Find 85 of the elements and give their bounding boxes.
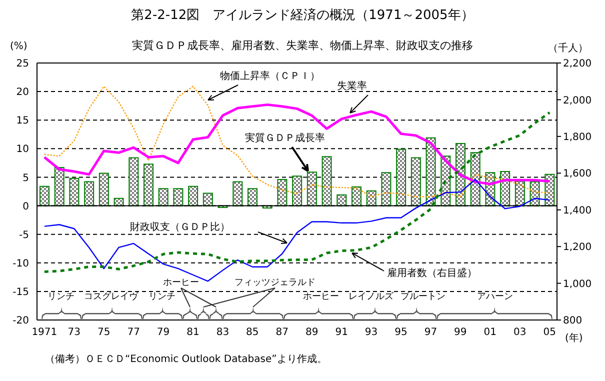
annotation: コスグレイヴ bbox=[84, 291, 139, 302]
series-label: 財政収支（ＧＤＰ比） bbox=[130, 221, 230, 233]
bar bbox=[366, 190, 376, 206]
bar bbox=[514, 180, 525, 206]
bar bbox=[98, 172, 109, 206]
x-tick-label: 85 bbox=[246, 327, 259, 338]
bar bbox=[54, 167, 64, 206]
y-axis-title: (%) bbox=[10, 41, 28, 52]
x-tick-label: 89 bbox=[305, 327, 318, 338]
y2-tick-label: 2,000 bbox=[563, 95, 592, 106]
y2-tick-label: 1,000 bbox=[563, 278, 592, 290]
x-tick-label: 75 bbox=[97, 327, 110, 338]
annotation: アハーン bbox=[477, 292, 513, 302]
x-tick-label: 93 bbox=[364, 327, 378, 338]
bar bbox=[114, 198, 124, 206]
annotation: リンチ bbox=[148, 292, 176, 302]
x-tick-label: 03 bbox=[513, 327, 526, 338]
series-label: 実質ＧＤＰ成長率 bbox=[245, 132, 325, 144]
text: （備考）ＯＥＣＤ“Economic Outlook Database”より作成。 bbox=[45, 352, 327, 366]
text: 物価上昇率（ＣＰＩ） bbox=[220, 70, 320, 82]
annotation: リンチ bbox=[48, 292, 74, 302]
y-tick-label: 20 bbox=[16, 87, 29, 98]
annotation: ブルートン bbox=[400, 291, 446, 302]
x-axis-title: (年) bbox=[565, 332, 583, 345]
bar bbox=[40, 186, 50, 206]
y2-tick-label: 800 bbox=[563, 316, 582, 327]
x-tick-label: 05 bbox=[543, 327, 556, 338]
bar bbox=[322, 156, 332, 206]
x-tick-label: 87 bbox=[276, 327, 289, 338]
x-tick-label: 95 bbox=[394, 327, 408, 338]
y2-tick-label: 2,200 bbox=[563, 58, 592, 70]
y-tick-label: 0 bbox=[22, 201, 29, 212]
y-tick-label: -20 bbox=[12, 316, 29, 327]
x-tick-label: 79 bbox=[156, 327, 170, 338]
y-tick-label: 15 bbox=[16, 116, 29, 127]
bar bbox=[173, 188, 184, 206]
y-tick-label: 10 bbox=[16, 144, 29, 156]
bar bbox=[292, 176, 302, 206]
x-tick-label: 83 bbox=[216, 327, 230, 338]
y2-tick-label: 1,800 bbox=[563, 132, 592, 143]
y-tick-label: -10 bbox=[12, 258, 29, 270]
annotation: ホーヒー bbox=[163, 278, 199, 288]
x-tick-label: 91 bbox=[335, 327, 348, 338]
bar bbox=[202, 192, 213, 206]
x-tick-label: 73 bbox=[68, 327, 81, 338]
y-tick-label: 25 bbox=[16, 58, 29, 70]
annotation: レイノルズ bbox=[348, 291, 394, 302]
bar bbox=[336, 194, 347, 206]
annotation: フィッツジェラルド bbox=[234, 278, 316, 288]
bar bbox=[277, 179, 288, 206]
bar bbox=[410, 157, 421, 206]
y2-tick-label: 1,600 bbox=[563, 168, 592, 180]
annotation: ホーヒー bbox=[303, 292, 339, 302]
line-series bbox=[43, 103, 551, 186]
bar bbox=[188, 186, 198, 206]
y-tick-label: -5 bbox=[19, 230, 29, 241]
bar bbox=[396, 148, 406, 206]
text: 雇用者数（右目盛） bbox=[387, 267, 477, 279]
y2-tick-label: 1,200 bbox=[563, 242, 592, 254]
bar bbox=[352, 186, 362, 206]
chart-title: 第2-2-12図 アイルランド経済の概況（1971～2005年） bbox=[130, 7, 475, 24]
bar bbox=[84, 181, 94, 206]
bar bbox=[544, 174, 555, 206]
x-tick-label: 1971 bbox=[32, 327, 58, 338]
bar bbox=[144, 164, 154, 206]
bar bbox=[381, 172, 392, 206]
y2-axis-title: （千人） bbox=[548, 42, 588, 55]
bar bbox=[248, 188, 258, 206]
x-tick-label: 99 bbox=[454, 327, 467, 338]
bar bbox=[500, 171, 510, 206]
x-tick-label: 01 bbox=[484, 327, 497, 338]
x-tick-label: 77 bbox=[127, 327, 140, 338]
bar bbox=[128, 157, 139, 206]
bar bbox=[306, 172, 317, 206]
x-tick-label: 81 bbox=[186, 327, 200, 338]
y2-tick-label: 1,400 bbox=[563, 205, 592, 216]
y-tick-label: -15 bbox=[12, 286, 29, 298]
x-tick-label: 97 bbox=[424, 327, 438, 338]
bar bbox=[158, 188, 168, 206]
chart-subtitle: 実質ＧＤＰ成長率、雇用者数、失業率、物価上昇率、財政収支の推移 bbox=[132, 39, 473, 52]
y-tick-label: 5 bbox=[22, 172, 29, 184]
text: 失業率 bbox=[337, 80, 367, 92]
bar bbox=[69, 178, 80, 206]
bar bbox=[426, 137, 436, 206]
bar bbox=[232, 181, 243, 206]
